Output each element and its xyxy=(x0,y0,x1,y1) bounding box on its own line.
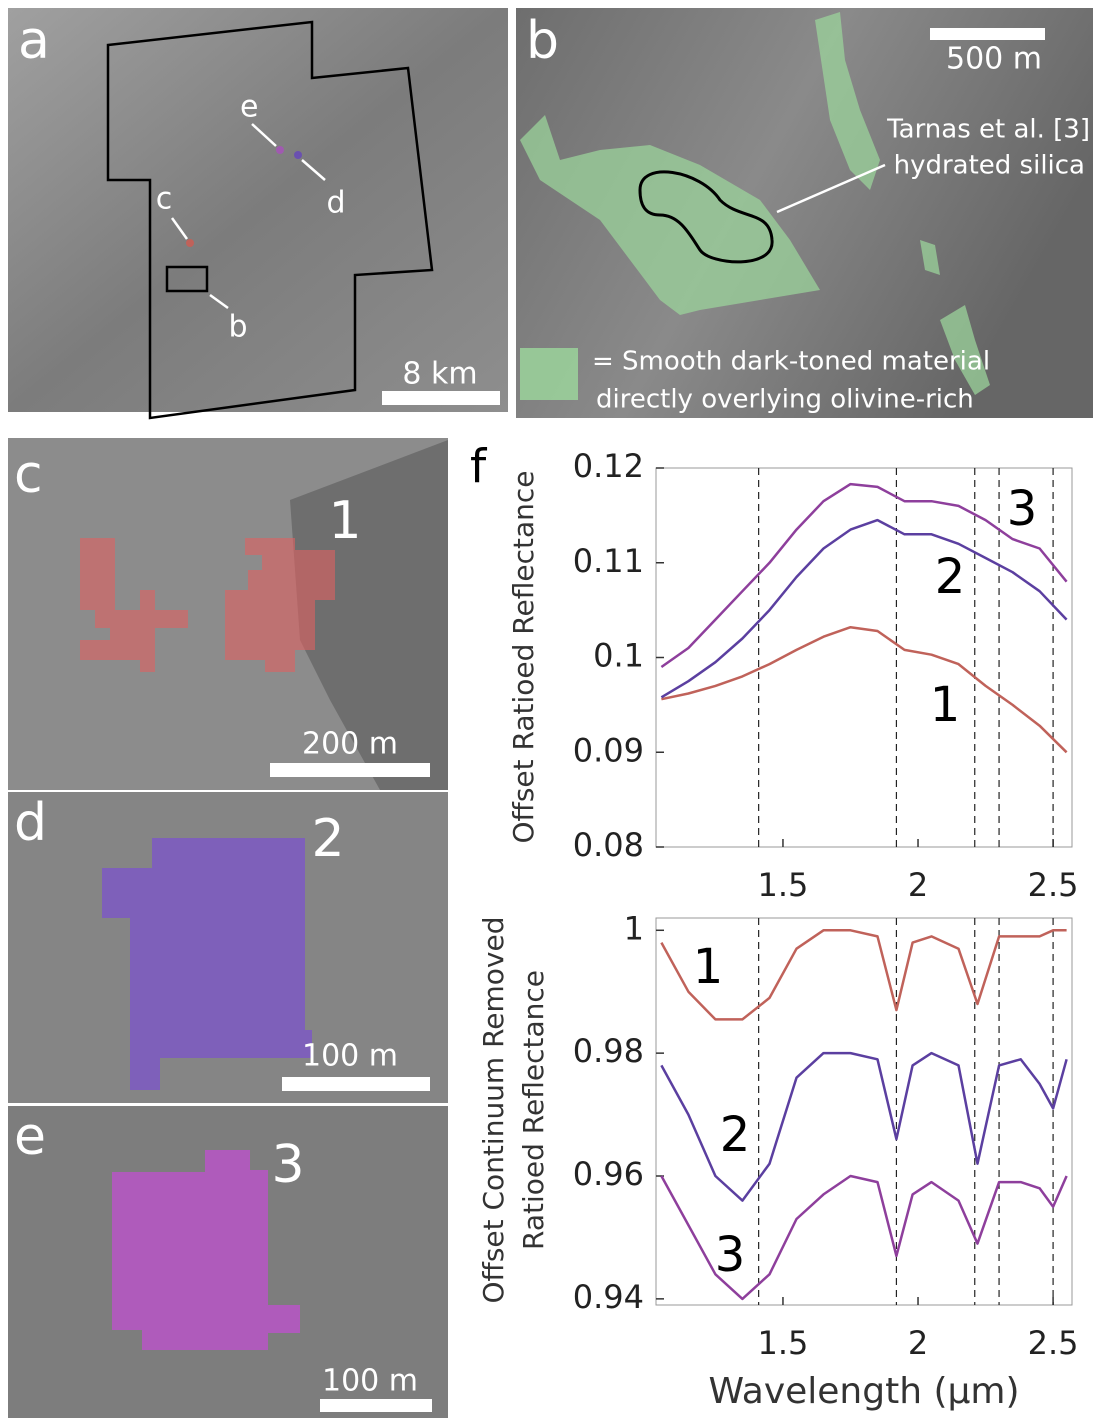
series-line xyxy=(660,1051,1068,1202)
y-tick-label: 0.1 xyxy=(593,637,644,675)
x-tick-label: 2 xyxy=(908,1324,928,1362)
image xyxy=(8,8,508,412)
series-line xyxy=(660,518,1068,699)
legend-text: = Smooth dark-toned material xyxy=(592,347,990,377)
footprint-outline xyxy=(106,20,434,420)
panel-label: d xyxy=(14,793,47,853)
y-tick-label: 0.96 xyxy=(573,1155,644,1193)
panel-c: c 1 200 m xyxy=(8,438,448,790)
y-tick-label: 0.94 xyxy=(573,1278,644,1316)
y-tick-label: 0.11 xyxy=(573,542,644,580)
region-label: 1 xyxy=(328,491,361,551)
region-overlay xyxy=(102,838,312,1090)
x-tick-label: 2.5 xyxy=(1028,866,1079,904)
plot-frame xyxy=(655,917,1073,1306)
y-tick-label: 0.98 xyxy=(573,1032,644,1070)
series-line xyxy=(660,482,1068,669)
region-overlay xyxy=(80,538,335,672)
y-tick-label: 1 xyxy=(624,909,644,947)
inset-box xyxy=(165,265,209,293)
y-tick-label: 0.09 xyxy=(573,731,644,769)
panel-label: e xyxy=(14,1107,46,1167)
series-label: 3 xyxy=(1007,481,1038,537)
x-tick-label: 2.5 xyxy=(1028,1324,1079,1362)
scale-bar xyxy=(320,1399,432,1412)
series-label: 2 xyxy=(935,549,966,605)
smooth-material xyxy=(520,12,990,395)
region-label: 2 xyxy=(311,809,344,869)
panel-label: b xyxy=(526,11,559,71)
series-line xyxy=(660,929,1067,1021)
scale-label: 200 m xyxy=(302,727,398,762)
series-label: 1 xyxy=(930,677,961,733)
scale-bar xyxy=(930,28,1045,40)
y-tick-label: 0.08 xyxy=(573,826,644,864)
annotation: Tarnas et al. [3] xyxy=(886,115,1090,145)
series-line xyxy=(661,625,1068,754)
region-label: 3 xyxy=(271,1135,304,1195)
arrows xyxy=(170,123,326,310)
callout: e xyxy=(240,90,258,125)
series-label: 3 xyxy=(715,1227,746,1283)
legend-text: directly overlying olivine-rich xyxy=(596,385,974,415)
panel-a: a e d c b 8 km xyxy=(8,8,508,420)
x-tick-label: 1.5 xyxy=(758,866,809,904)
series-line xyxy=(660,1174,1068,1301)
panel-d: d 2 100 m xyxy=(8,792,448,1103)
scale-label: 100 m xyxy=(322,1364,418,1399)
panel-label: f xyxy=(470,440,488,494)
x-tick-label: 1.5 xyxy=(758,1324,809,1362)
y-tick-label: 0.12 xyxy=(573,447,644,485)
legend-swatch xyxy=(520,348,578,400)
site-e xyxy=(276,146,284,154)
arrow xyxy=(776,163,886,214)
panel-label: c xyxy=(14,445,43,505)
scale-bar xyxy=(270,763,430,777)
scale-label: 500 m xyxy=(946,42,1042,77)
series-label: 2 xyxy=(720,1107,751,1163)
silica-outline xyxy=(638,170,774,264)
x-axis-label: Wavelength (μm) xyxy=(708,1371,1019,1412)
annotation: hydrated silica xyxy=(894,151,1085,181)
site-c xyxy=(186,239,194,247)
scale-bar xyxy=(382,391,500,405)
callout: d xyxy=(326,186,345,221)
series-label: 1 xyxy=(693,939,724,995)
x-tick-label: 2 xyxy=(908,866,928,904)
scale-bar xyxy=(282,1077,430,1091)
site-d xyxy=(294,151,302,159)
callout: b xyxy=(228,310,247,345)
panel-e: e 3 100 m xyxy=(8,1106,448,1418)
y-axis-label: Offset Ratioed Reflectance xyxy=(507,471,540,844)
scale-label: 8 km xyxy=(402,357,477,392)
callout: c xyxy=(156,182,173,217)
y-axis-label: Offset Continuum Removed Ratioed Reflecta… xyxy=(477,916,550,1303)
image-texture xyxy=(290,440,448,790)
panel-b: b 500 m Tarnas et al. [3] hydrated silic… xyxy=(516,8,1093,418)
region-overlay xyxy=(112,1150,300,1350)
scale-label: 100 m xyxy=(302,1039,398,1074)
panel-label: a xyxy=(18,11,50,71)
